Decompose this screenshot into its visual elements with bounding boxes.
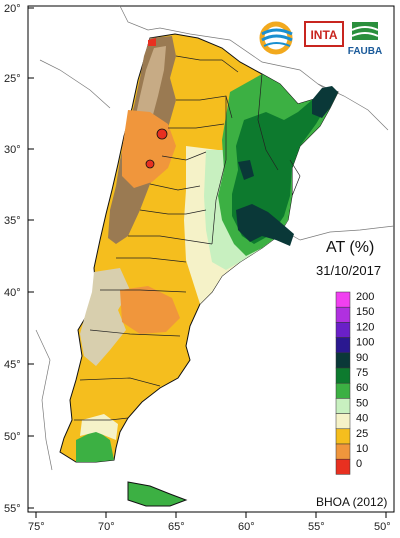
lat-label-45: 45°: [4, 359, 21, 371]
legend-label-10: 10: [356, 443, 368, 455]
fauba-logo: FAUBA: [348, 22, 382, 57]
province-borders: [74, 55, 301, 421]
legend-swatch-10: [335, 443, 351, 460]
legend-label-100: 100: [356, 337, 374, 349]
map-source: BHOA (2012): [316, 495, 387, 509]
legend-swatch-120: [335, 322, 351, 338]
legend-label-60: 60: [356, 382, 368, 394]
lon-label-60: 60°: [238, 521, 255, 533]
lat-label-40: 40°: [4, 287, 21, 299]
inta-logo-text: INTA: [310, 28, 337, 42]
logo-group: INTA FAUBA: [259, 21, 382, 57]
zone-south-light: [80, 414, 118, 440]
legend-label-75: 75: [356, 367, 368, 379]
lon-label-75: 75°: [28, 521, 45, 533]
patagonia-terrain: [80, 268, 130, 366]
legend-label-120: 120: [356, 321, 374, 333]
lon-label-70: 70°: [98, 521, 115, 533]
map-date: 31/10/2017: [316, 263, 381, 278]
zone-critical-2: [145, 159, 155, 169]
lon-label-50: 50°: [374, 521, 391, 533]
legend-swatch-200: [335, 291, 351, 308]
legend-swatch-50: [335, 398, 351, 414]
legend-label-50: 50: [356, 397, 368, 409]
map-title: AT (%): [326, 239, 374, 256]
zone-wettest-ne: [312, 86, 338, 118]
legend-swatch-150: [335, 306, 351, 323]
legend-label-40: 40: [356, 413, 368, 425]
lon-axis: 75° 70° 65° 60° 55° 50°: [28, 512, 391, 533]
legend-swatch-60: [335, 382, 351, 399]
lat-label-30: 30°: [4, 144, 21, 156]
legend-swatch-25: [335, 428, 351, 445]
zone-wettest-c: [238, 160, 254, 180]
legend-swatch-100: [335, 337, 351, 354]
legend-swatch-40: [335, 413, 351, 430]
legend-swatch-90: [335, 352, 351, 369]
legend-label-150: 150: [356, 306, 374, 318]
zone-critical-1: [156, 128, 168, 140]
lon-label-55: 55°: [308, 521, 325, 533]
legend-label-90: 90: [356, 352, 368, 364]
legend-swatch-75: [335, 367, 351, 384]
zone-south-green: [76, 430, 114, 462]
legend-swatch-0: [335, 458, 351, 475]
fauba-logo-text: FAUBA: [348, 46, 382, 57]
zone-very-dry-south: [120, 286, 180, 334]
tierra-del-fuego: [127, 481, 188, 507]
legend-label-200: 200: [356, 291, 374, 303]
lat-axis: 20° 25° 30° 35° 40° 45° 50° 55°: [4, 3, 34, 515]
lon-label-65: 65°: [168, 521, 185, 533]
legend-label-25: 25: [356, 428, 368, 440]
lat-label-25: 25°: [4, 73, 21, 85]
wave-logo: [259, 21, 293, 55]
zone-wettest-se: [236, 204, 294, 246]
zone-critical-3: [148, 38, 156, 46]
legend-label-0: 0: [356, 458, 362, 470]
lat-label-20: 20°: [4, 3, 21, 15]
inta-logo: INTA: [304, 21, 344, 47]
lat-label-50: 50°: [4, 431, 21, 443]
lat-label-35: 35°: [4, 215, 21, 227]
lat-label-55: 55°: [4, 503, 21, 515]
